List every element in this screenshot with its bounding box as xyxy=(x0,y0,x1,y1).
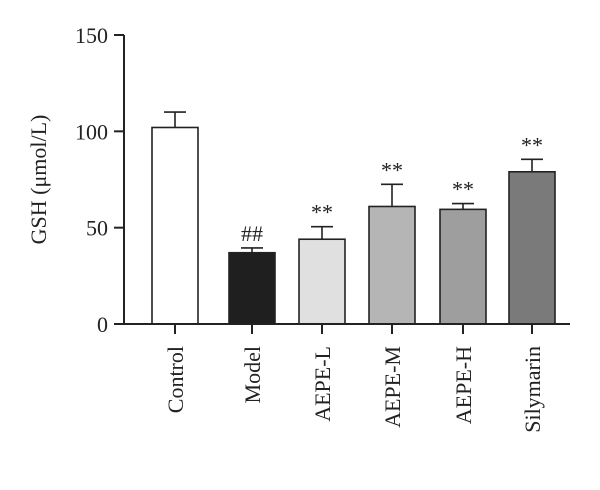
y-axis: 0 50 100 150 xyxy=(75,23,125,337)
x-tick-label: Silymarin xyxy=(520,346,545,433)
significance-label: ** xyxy=(381,157,403,182)
y-tick-label: 150 xyxy=(75,23,108,48)
significance-label: ** xyxy=(311,200,333,225)
x-tick-label: Model xyxy=(240,346,265,403)
bar-aepe-h xyxy=(439,208,487,325)
significance-label: ** xyxy=(521,132,543,157)
y-tick-label: 0 xyxy=(97,312,108,337)
bar-model xyxy=(228,251,276,325)
y-tick-label: 100 xyxy=(75,119,108,144)
x-tick-label: Control xyxy=(163,346,188,413)
x-tick-label: AEPE-L xyxy=(310,346,335,422)
bar-control xyxy=(151,126,199,325)
bar-silymarin xyxy=(508,170,556,325)
y-axis-title: GSH (μmol/L) xyxy=(26,115,51,245)
x-tick-label: AEPE-M xyxy=(380,346,405,428)
x-tick-label: AEPE-H xyxy=(451,346,476,424)
y-tick-label: 50 xyxy=(86,216,108,241)
bar-aepe-l xyxy=(298,238,346,325)
bars: ## ** ** ** ** xyxy=(151,111,556,325)
significance-label: ## xyxy=(241,221,263,246)
significance-label: ** xyxy=(452,177,474,202)
x-axis: Control Model AEPE-L AEPE-M AEPE-H Silymarin xyxy=(124,323,570,433)
bar-aepe-m xyxy=(368,205,416,325)
